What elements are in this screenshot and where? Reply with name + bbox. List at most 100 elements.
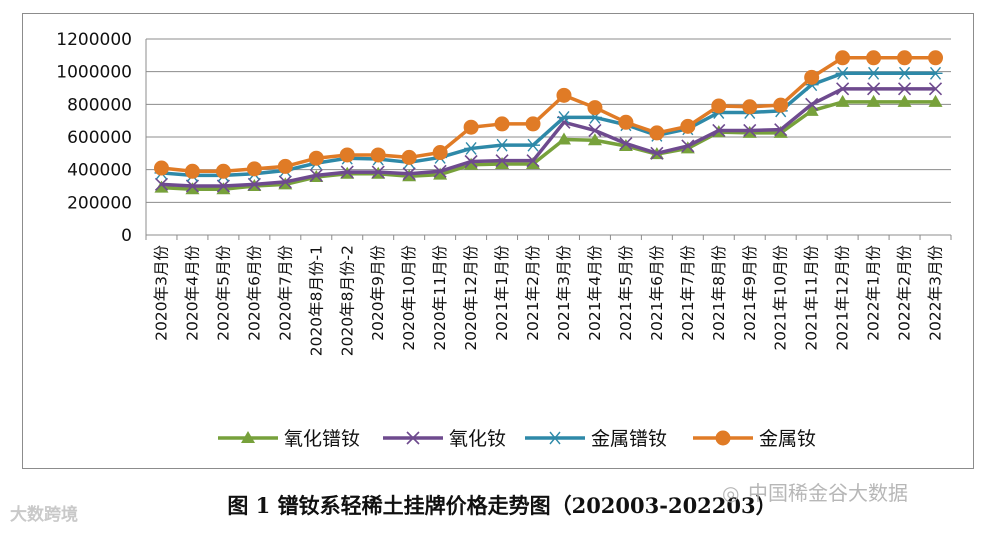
data-point bbox=[866, 94, 881, 107]
data-point bbox=[897, 50, 913, 66]
legend-marker bbox=[406, 431, 420, 445]
series-line-1 bbox=[161, 100, 936, 192]
chart-frame: 0 200000 400000 600000 800000 1000000 1200000 2… bbox=[22, 13, 974, 469]
x-tick-label: 2020年10月份 bbox=[400, 245, 418, 351]
data-point bbox=[216, 182, 231, 195]
data-point bbox=[587, 100, 603, 116]
data-point bbox=[309, 168, 323, 182]
data-point bbox=[277, 158, 293, 174]
data-point bbox=[928, 50, 944, 66]
data-point bbox=[556, 132, 571, 145]
x-tick-label: 2021年6月份 bbox=[648, 245, 666, 341]
x-tick-label: 2020年8月份-1 bbox=[307, 245, 325, 356]
legend-label: 金属镨钕 bbox=[591, 428, 667, 450]
x-tick-label: 2021年11月份 bbox=[803, 245, 821, 351]
data-point bbox=[184, 163, 200, 179]
data-point bbox=[835, 66, 850, 80]
legend-marker bbox=[548, 431, 562, 445]
data-point bbox=[928, 94, 943, 107]
legend-label: 金属钕 bbox=[759, 428, 816, 450]
data-point bbox=[867, 82, 881, 96]
data-point bbox=[866, 50, 882, 66]
data-point bbox=[742, 99, 758, 115]
data-point bbox=[463, 119, 479, 135]
x-tick-label: 2020年6月份 bbox=[245, 245, 263, 341]
x-tick-label: 2020年12月份 bbox=[462, 245, 480, 351]
chart-caption: 图 1 镨钕系轻稀土挂牌价格走势图（202003-202203） bbox=[227, 493, 777, 518]
x-tick-label: 2022年1月份 bbox=[865, 245, 883, 341]
x-tick-label: 2020年5月份 bbox=[214, 245, 232, 341]
data-point bbox=[246, 161, 262, 177]
data-point bbox=[928, 82, 943, 96]
data-point bbox=[805, 97, 819, 111]
data-point bbox=[278, 175, 292, 189]
data-point bbox=[185, 182, 200, 195]
data-point bbox=[866, 66, 881, 80]
x-tick-label: 2021年2月份 bbox=[524, 245, 542, 341]
data-point bbox=[215, 163, 231, 179]
watermark-left-text: 大数跨境 bbox=[10, 505, 78, 525]
watermark-left: 大数跨境 bbox=[10, 500, 78, 525]
x-tick-label: 2021年9月份 bbox=[741, 245, 759, 341]
data-point bbox=[618, 114, 634, 130]
y-tick-label: 600000 bbox=[67, 128, 132, 148]
data-point bbox=[556, 110, 571, 124]
data-point bbox=[339, 147, 355, 163]
data-point bbox=[711, 98, 727, 114]
data-point bbox=[836, 82, 850, 96]
data-point bbox=[216, 179, 230, 193]
data-point bbox=[495, 154, 509, 168]
data-point bbox=[897, 82, 912, 96]
legend-marker bbox=[715, 430, 731, 446]
data-point bbox=[154, 177, 169, 191]
data-point bbox=[401, 149, 417, 165]
data-point bbox=[185, 179, 200, 193]
x-tick-label: 2021年8月份 bbox=[710, 245, 728, 341]
data-point bbox=[154, 180, 169, 193]
data-point bbox=[494, 116, 510, 132]
data-point bbox=[743, 123, 757, 138]
data-point bbox=[370, 147, 386, 163]
data-point bbox=[308, 150, 324, 166]
x-tick-label: 2020年11月份 bbox=[431, 245, 449, 351]
data-point bbox=[340, 165, 354, 179]
y-tick-label: 0 bbox=[121, 226, 132, 246]
x-tick-label: 2021年3月份 bbox=[555, 245, 573, 341]
data-point bbox=[835, 94, 850, 107]
data-point bbox=[433, 164, 447, 178]
data-point bbox=[433, 167, 448, 180]
data-point bbox=[804, 103, 819, 116]
x-tick-label: 2022年3月份 bbox=[927, 245, 945, 341]
series-line-4 bbox=[161, 56, 936, 174]
data-point bbox=[432, 145, 448, 161]
data-point bbox=[619, 136, 633, 151]
data-point bbox=[588, 123, 602, 138]
line-chart: 0 200000 400000 600000 800000 1000000 1200000 2… bbox=[56, 30, 952, 450]
data-point bbox=[897, 66, 912, 80]
data-point bbox=[774, 123, 788, 137]
x-tick-label: 2020年3月份 bbox=[152, 245, 170, 341]
data-point bbox=[402, 167, 416, 181]
x-tick-label: 2022年2月份 bbox=[896, 245, 914, 341]
legend-label: 氧化钕 bbox=[449, 428, 506, 450]
data-point bbox=[247, 177, 261, 191]
legend-label: 氧化镨钕 bbox=[284, 428, 360, 450]
x-tick-label: 2021年12月份 bbox=[834, 245, 852, 351]
watermark-right-text: 中国稀金谷大数据 bbox=[748, 481, 908, 505]
y-tick-label: 200000 bbox=[67, 193, 132, 213]
wechat-icon: ◎ bbox=[722, 481, 740, 505]
data-point bbox=[371, 165, 385, 179]
data-point bbox=[649, 125, 665, 141]
y-tick-label: 800000 bbox=[67, 95, 132, 115]
data-point bbox=[495, 156, 510, 169]
y-tick-label: 1000000 bbox=[56, 63, 132, 83]
data-point bbox=[680, 118, 696, 134]
data-point bbox=[773, 125, 788, 138]
data-point bbox=[928, 66, 943, 80]
data-point bbox=[556, 87, 572, 103]
x-tick-label: 2020年4月份 bbox=[183, 245, 201, 341]
x-tick-label: 2021年1月份 bbox=[493, 245, 511, 341]
data-point bbox=[835, 50, 851, 66]
data-point bbox=[464, 141, 479, 155]
watermark-right: ◎ 中国稀金谷大数据 bbox=[722, 477, 908, 506]
